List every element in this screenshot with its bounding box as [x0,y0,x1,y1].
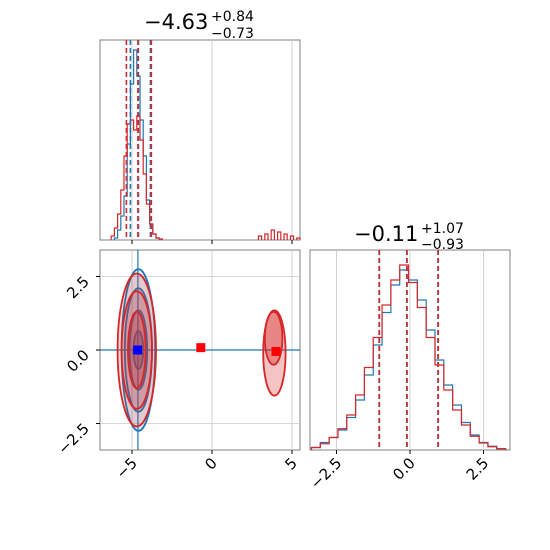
title-2-upper: +1.07 [421,221,464,237]
y-tick-label: −2.5 [54,420,92,458]
marker-square [196,343,206,353]
title-param-2: −0.11 +1.07 −0.93 [354,221,464,253]
x2-tick-label: −2.5 [307,454,345,492]
title-1-upper: +0.84 [211,9,254,25]
title-2-value: −0.11 [354,222,418,246]
x2-tick-label: 0.0 [389,454,419,484]
x2-tick-label: 2.5 [463,454,493,484]
x1-tick-label: −5 [112,454,140,482]
title-1-value: −4.63 [144,10,208,34]
title-param-1: −4.63 +0.84 −0.73 [144,9,254,42]
joint-contour-panel [96,249,301,454]
y-tick-label: 2.5 [63,273,93,303]
hist-2-red-series [310,264,507,450]
histogram-param-2 [309,249,511,454]
x1-tick-label: 5 [281,454,300,473]
histogram-param-1 [99,39,301,244]
x1-tick-label: 0 [201,454,220,473]
marker-square [133,345,143,355]
y-tick-label: 0.0 [63,346,93,376]
title-2-lower: −0.93 [421,237,464,253]
marker-square [271,346,281,356]
title-1-lower: −0.73 [211,26,254,42]
hist-1-red-series [110,115,301,240]
